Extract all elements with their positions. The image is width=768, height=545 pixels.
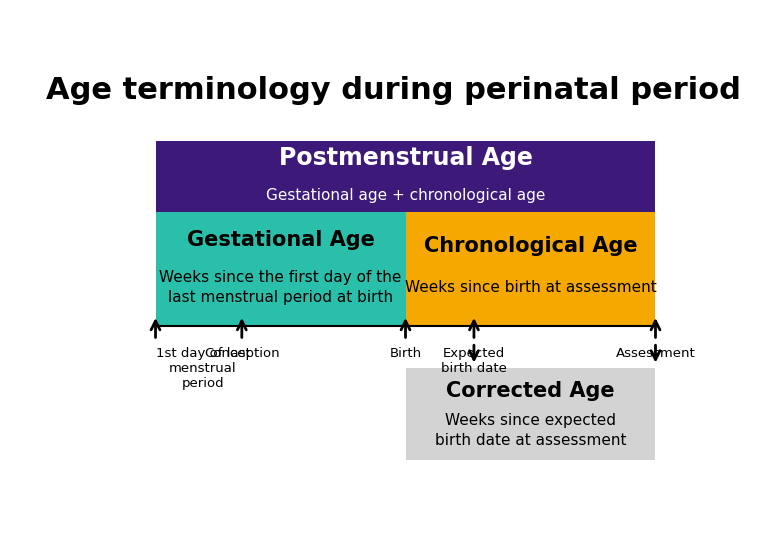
Text: Birth: Birth (389, 347, 422, 360)
Text: Weeks since birth at assessment: Weeks since birth at assessment (405, 280, 657, 295)
Text: Postmenstrual Age: Postmenstrual Age (279, 146, 532, 169)
Text: Conception: Conception (204, 347, 280, 360)
Polygon shape (406, 367, 656, 460)
Text: Chronological Age: Chronological Age (424, 236, 637, 256)
Text: Corrected Age: Corrected Age (446, 380, 615, 401)
Text: 1st day of last
menstrual
period: 1st day of last menstrual period (155, 347, 250, 390)
Text: Weeks since expected
birth date at assessment: Weeks since expected birth date at asses… (435, 413, 626, 448)
Polygon shape (155, 141, 656, 212)
Text: Weeks since the first day of the
last menstrual period at birth: Weeks since the first day of the last me… (159, 270, 402, 305)
Text: Assessment: Assessment (616, 347, 695, 360)
Text: Gestational Age: Gestational Age (187, 229, 375, 250)
Text: Expected
birth date: Expected birth date (441, 347, 507, 374)
Polygon shape (406, 212, 656, 325)
Text: Age terminology during perinatal period: Age terminology during perinatal period (46, 76, 741, 105)
Polygon shape (155, 212, 406, 325)
Text: Gestational age + chronological age: Gestational age + chronological age (266, 188, 545, 203)
